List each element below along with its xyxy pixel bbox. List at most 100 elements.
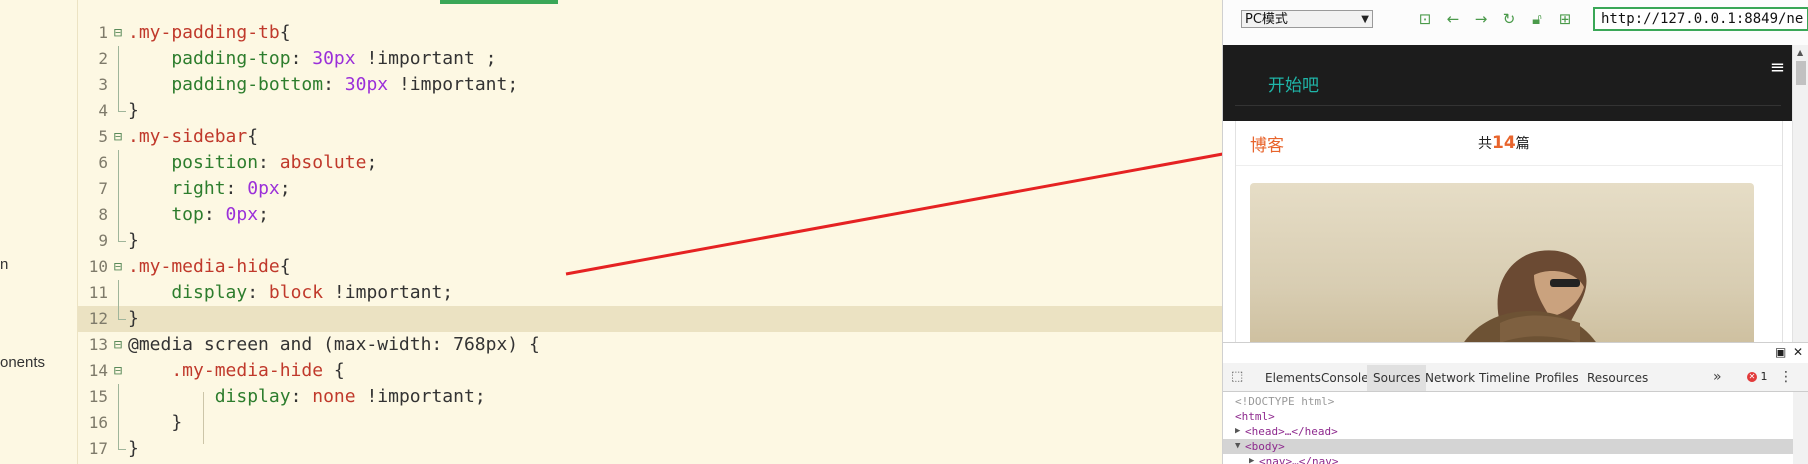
file-tree-item-fragment[interactable]: n (0, 256, 9, 273)
code-text: display: none !important; (128, 384, 486, 410)
back-arrow-icon[interactable]: ← (1446, 10, 1460, 28)
dom-tree: <!DOCTYPE html> <html> ▶ <head>…</head> ▼ <bo… (1223, 392, 1793, 464)
scroll-up-icon[interactable]: ▲ (1797, 48, 1804, 57)
devtools-tab-bar: ⬚ Elements Console Sources Network Timeline P… (1223, 365, 1808, 392)
error-counter[interactable]: ✕ 1 (1747, 370, 1768, 383)
dom-node[interactable]: <!DOCTYPE html> (1223, 394, 1793, 409)
more-tabs-icon[interactable]: » (1713, 369, 1722, 385)
code-line[interactable]: 17} (78, 436, 1222, 462)
close-icon[interactable]: ✕ (1793, 345, 1804, 359)
code-token-num: 30px (312, 48, 356, 69)
page-scrollbar[interactable]: ▲ (1792, 45, 1808, 342)
scroll-thumb[interactable] (1796, 61, 1806, 85)
qr-code-icon[interactable]: ⊞ (1558, 10, 1572, 28)
code-line[interactable]: 10 ⊟ .my-media-hide{ (78, 254, 1222, 280)
error-count: 1 (1760, 370, 1768, 383)
page-navbar: 开始吧 ≡ (1223, 45, 1793, 121)
line-number: 1 (98, 23, 108, 42)
devtools-menu-icon[interactable]: ⋮ (1779, 369, 1793, 385)
collapse-triangle-icon[interactable]: ▶ (1249, 456, 1255, 464)
fold-toggle-icon[interactable]: ⊟ (113, 337, 123, 353)
devtools-tab-console[interactable]: Console (1321, 371, 1369, 385)
post-cover-image[interactable] (1250, 183, 1754, 342)
dom-node[interactable]: <html> (1223, 409, 1793, 424)
code-line[interactable]: 9} (78, 228, 1222, 254)
url-input[interactable]: http://127.0.0.1:8849/ne (1593, 7, 1808, 31)
code-line[interactable]: 1 ⊟ .my-padding-tb{ (78, 20, 1222, 46)
devtools-tab-resources[interactable]: Resources (1587, 371, 1649, 385)
devtools-tab-elements[interactable]: Elements (1265, 371, 1321, 385)
fold-toggle-icon[interactable]: ⊟ (113, 129, 123, 145)
code-line[interactable]: 7 right: 0px; (78, 176, 1222, 202)
code-token-brace: } (128, 308, 139, 329)
code-token-brace: { (247, 126, 259, 147)
code-text: .my-media-hide{ (128, 254, 291, 280)
code-token-punct: : (203, 204, 226, 225)
devtools-panel: ▣ ✕ ⬚ Elements Console Sources Network Timel… (1223, 342, 1808, 464)
code-line[interactable]: 13 ⊟ @media screen and (max-width: 768px) … (78, 332, 1222, 358)
blog-tab[interactable]: 博客 (1250, 136, 1284, 156)
code-token-imp: !important; (355, 386, 486, 407)
line-number: 7 (98, 179, 108, 198)
code-token-num: 30px (344, 74, 389, 95)
brand-link[interactable]: 开始吧 (1268, 76, 1319, 96)
devtools-scrollbar[interactable] (1793, 392, 1808, 464)
code-line[interactable]: 12} (78, 306, 1222, 332)
code-token-kw: @media screen and (max-width: 768px) { (128, 334, 540, 355)
count-value: 14 (1492, 133, 1516, 153)
code-text: } (128, 436, 139, 462)
hamburger-menu-icon[interactable]: ≡ (1769, 57, 1785, 78)
code-line[interactable]: 3 padding-bottom: 30px !important; (78, 72, 1222, 98)
code-text: padding-bottom: 30px !important; (128, 72, 518, 98)
code-token-punct: : (323, 74, 345, 95)
dom-node[interactable]: ▶ <head>…</head> (1223, 424, 1793, 439)
code-line[interactable]: 4} (78, 98, 1222, 124)
code-token-imp: !important ; (355, 48, 497, 69)
devtools-tab-timeline[interactable]: Timeline (1479, 371, 1531, 385)
code-token-punct: ; (258, 204, 269, 225)
dom-node[interactable]: ▶ <nav>…</nav> (1223, 454, 1793, 464)
mode-select[interactable]: PC模式 ▼ (1241, 10, 1373, 28)
code-token-punct: : (258, 152, 280, 173)
count-suffix: 篇 (1515, 136, 1530, 152)
code-token-imp: !important; (323, 282, 454, 303)
code-token-prop: display (128, 282, 248, 303)
file-tree-item-fragment[interactable]: onents (0, 354, 46, 371)
devtools-tab-sources[interactable]: Sources (1367, 365, 1427, 391)
lock-icon[interactable]: 🔓︎ (1532, 10, 1542, 28)
terminal-icon[interactable]: ⊡ (1418, 10, 1432, 28)
code-editor[interactable]: 1 ⊟ .my-padding-tb{2 padding-top: 30px !im… (78, 0, 1222, 464)
code-line[interactable]: 8 top: 0px; (78, 202, 1222, 228)
collapse-triangle-icon[interactable]: ▶ (1235, 426, 1241, 436)
code-text: @media screen and (max-width: 768px) { (128, 332, 540, 358)
dock-icon[interactable]: ▣ (1775, 345, 1787, 359)
code-line[interactable]: 5 ⊟ .my-sidebar{ (78, 124, 1222, 150)
fold-guide (118, 150, 119, 176)
devtools-tab-profiles[interactable]: Profiles (1535, 371, 1579, 385)
expand-triangle-icon[interactable]: ▼ (1235, 441, 1241, 451)
line-number: 13 (88, 335, 108, 354)
nav-divider (1235, 105, 1781, 106)
code-line[interactable]: 16 } (78, 410, 1222, 436)
fold-guide (118, 72, 119, 98)
code-line[interactable]: 14 ⊟ .my-media-hide { (78, 358, 1222, 384)
dom-node-text: <html> (1235, 410, 1275, 423)
code-text: padding-top: 30px !important ; (128, 46, 497, 72)
code-line[interactable]: 2 padding-top: 30px !important ; (78, 46, 1222, 72)
code-line[interactable]: 11 display: block !important; (78, 280, 1222, 306)
code-token-brace: } (128, 100, 139, 121)
fold-toggle-icon[interactable]: ⊟ (113, 259, 123, 275)
code-text: } (128, 98, 139, 124)
code-line[interactable]: 15 display: none !important; (78, 384, 1222, 410)
inspect-element-icon[interactable]: ⬚ (1231, 369, 1244, 384)
fold-end-marker (118, 98, 126, 112)
dom-node-text: <nav>…</nav> (1259, 455, 1339, 464)
devtools-tab-network[interactable]: Network (1425, 371, 1476, 385)
fold-toggle-icon[interactable]: ⊟ (113, 25, 123, 41)
forward-arrow-icon[interactable]: → (1474, 10, 1488, 28)
dom-node[interactable]: ▼ <body> (1223, 439, 1793, 454)
refresh-icon[interactable]: ↻ (1502, 10, 1516, 28)
fold-toggle-icon[interactable]: ⊟ (113, 363, 123, 379)
code-token-punct: : (225, 178, 248, 199)
code-line[interactable]: 6 position: absolute; (78, 150, 1222, 176)
